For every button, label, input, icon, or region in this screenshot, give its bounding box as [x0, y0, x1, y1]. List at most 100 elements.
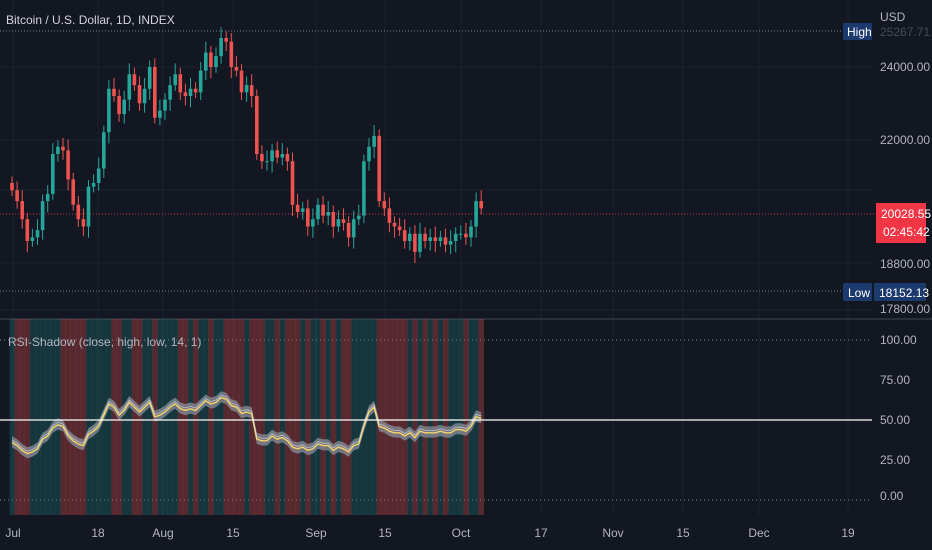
- candle: [357, 204, 361, 226]
- candle: [413, 225, 417, 264]
- candle: [336, 210, 341, 233]
- rsi-band: [335, 319, 342, 515]
- last-price-value: 20028.55: [881, 207, 931, 221]
- rsi-band: [386, 319, 393, 515]
- rsi-band: [213, 319, 219, 515]
- rsi-band: [397, 319, 403, 515]
- candle: [387, 197, 392, 233]
- rsi-band: [407, 319, 413, 515]
- time-tick-label: 19: [841, 526, 855, 540]
- rsi-band: [310, 319, 316, 515]
- candle: [142, 77, 147, 113]
- rsi-band: [402, 319, 408, 515]
- candle: [15, 181, 19, 209]
- candle: [86, 180, 91, 238]
- candle: [96, 157, 101, 191]
- rsi-band: [187, 319, 194, 515]
- candle: [392, 216, 397, 238]
- rsi-band: [417, 319, 423, 515]
- candle: [469, 219, 473, 247]
- low-badge-value: 18152.13: [879, 286, 929, 300]
- time-tick-label: 18: [91, 526, 105, 540]
- rsi-band: [40, 319, 46, 515]
- candle: [255, 89, 259, 160]
- candle: [275, 141, 279, 164]
- candle: [397, 217, 402, 236]
- rsi-band: [468, 319, 474, 515]
- rsi-band: [45, 319, 51, 515]
- rsi-band: [279, 319, 286, 515]
- candle: [311, 208, 315, 238]
- candle: [372, 125, 376, 158]
- candle: [229, 32, 234, 79]
- candle: [234, 56, 239, 77]
- rsi-band: [315, 319, 321, 515]
- time-tick-label: Dec: [748, 526, 769, 540]
- candle: [300, 201, 305, 220]
- candle: [91, 174, 96, 193]
- candle: [61, 138, 65, 160]
- rsi-band: [442, 319, 449, 515]
- rsi-band: [284, 319, 291, 515]
- rsi-band: [29, 319, 36, 515]
- rsi-band: [448, 319, 454, 515]
- candle: [112, 77, 116, 102]
- rsi-band: [458, 319, 464, 515]
- rsi-band: [203, 319, 209, 515]
- candle: [183, 83, 188, 106]
- rsi-band: [274, 319, 281, 515]
- candle: [459, 225, 463, 240]
- candle: [214, 47, 218, 73]
- rsi-band: [126, 319, 133, 515]
- rsi-band: [463, 319, 469, 515]
- candle: [127, 63, 132, 111]
- rsi-band: [300, 319, 306, 515]
- candle: [428, 228, 432, 251]
- candle: [71, 172, 75, 211]
- rsi-band: [182, 319, 189, 515]
- candle: [147, 60, 152, 100]
- rsi-band: [111, 319, 117, 515]
- candle: [382, 192, 387, 216]
- candle: [423, 227, 427, 249]
- candle: [331, 205, 336, 238]
- rsi-band: [50, 319, 56, 515]
- candle: [56, 140, 60, 162]
- candle: [433, 226, 438, 253]
- rsi-line: [11, 396, 482, 455]
- candle: [239, 64, 244, 100]
- time-tick-label: 15: [676, 526, 690, 540]
- rsi-band: [34, 319, 41, 515]
- rsi-band: [75, 319, 82, 515]
- rsi-band: [96, 319, 102, 515]
- candle: [153, 58, 157, 124]
- rsi-band: [162, 319, 168, 515]
- rsi-band: [147, 319, 153, 515]
- rsi-band: [366, 319, 372, 515]
- candle: [443, 228, 448, 253]
- time-tick-label: 15: [378, 526, 392, 540]
- candle: [198, 61, 203, 100]
- rsi-band: [478, 319, 485, 515]
- candle: [321, 196, 325, 224]
- candle: [45, 185, 50, 213]
- rsi-band: [427, 319, 434, 515]
- rsi-band: [80, 319, 87, 515]
- high-badge-value: 25267.71: [880, 25, 930, 39]
- rsi-tick-label: 25.00: [880, 453, 910, 467]
- candle: [35, 219, 40, 245]
- rsi-band: [346, 319, 352, 515]
- rsi-tick-label: 50.00: [880, 413, 910, 427]
- rsi-tick-label: 100.00: [880, 333, 917, 347]
- candle: [25, 212, 30, 253]
- chart-title: Bitcoin / U.S. Dollar, 1D, INDEX: [6, 13, 175, 27]
- rsi-band: [177, 319, 184, 515]
- candle: [107, 80, 111, 144]
- rsi-band: [131, 319, 138, 515]
- candle: [158, 99, 162, 126]
- rsi-band: [228, 319, 235, 515]
- rsi-band: [391, 319, 398, 515]
- rsi-band: [340, 319, 347, 515]
- candle: [209, 45, 213, 79]
